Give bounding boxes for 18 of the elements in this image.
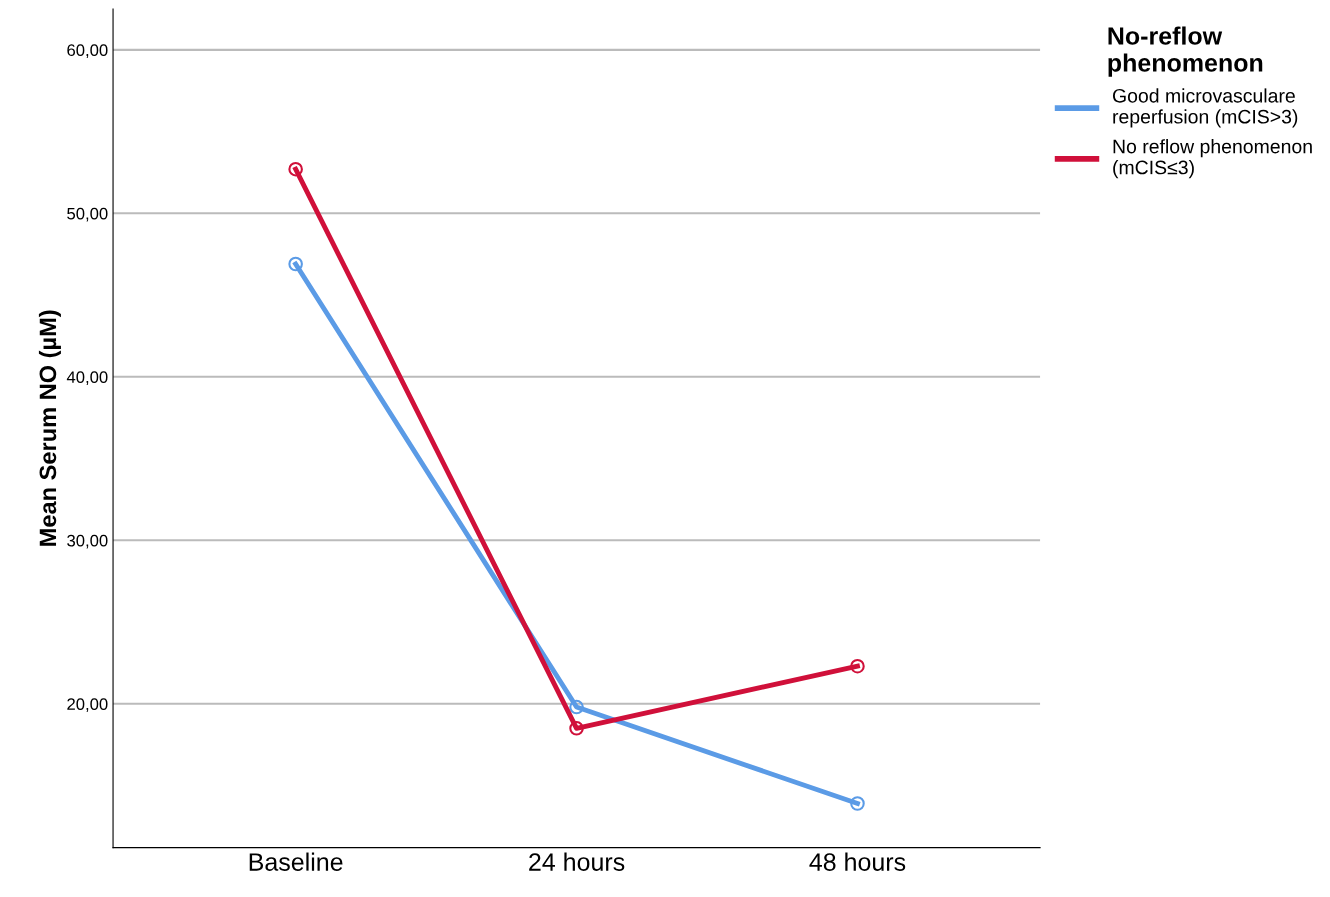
point: [288, 256, 303, 272]
legend-label: Good microvasculare reperfusion (mCIS>3): [1112, 88, 1298, 128]
legend-title: No-reflow phenomenon: [1108, 26, 1263, 77]
point: [288, 161, 303, 177]
y-tick-label: 60,00: [67, 44, 108, 59]
point: [850, 796, 865, 811]
y-tick-label: 30,00: [67, 534, 108, 549]
point: [850, 658, 865, 674]
point: [569, 699, 584, 715]
y-tick-label: 50,00: [67, 207, 108, 222]
y-axis-title: Mean Serum NO (µM): [38, 310, 61, 546]
x-tick-label: 24 hours: [529, 852, 625, 871]
y-tick-label: 40,00: [66, 371, 108, 385]
y-tick-label: 20,00: [67, 698, 108, 712]
legend-label: No reflow phenomenon (mCIS≤3): [1113, 139, 1312, 179]
x-tick-label: Baseline: [249, 852, 343, 871]
point: [569, 721, 584, 736]
x-tick-label: 48 hours: [809, 852, 906, 871]
